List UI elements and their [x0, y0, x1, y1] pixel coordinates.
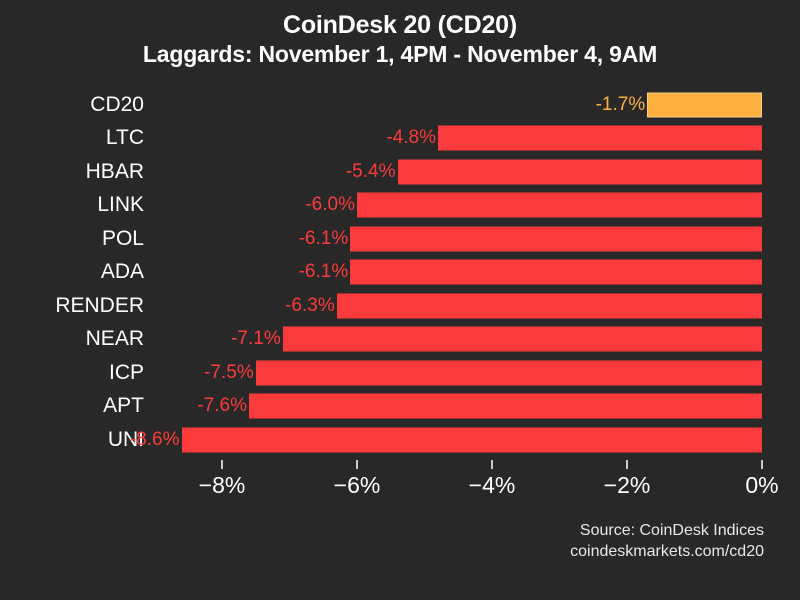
chart-footer: Source: CoinDesk Indices coindeskmarkets…: [570, 520, 764, 562]
category-label-ltc: LTC: [105, 126, 144, 150]
value-label-hbar: -5.4%: [345, 160, 396, 182]
bar-row: LTC -4.8%: [0, 122, 800, 156]
bar-apt[interactable]: [249, 393, 762, 419]
x-tick-label: −2%: [603, 472, 651, 498]
value-label-cd20: -1.7%: [595, 93, 646, 115]
category-label-ada: ADA: [100, 260, 144, 284]
bar-row: NEAR -7.1%: [0, 323, 800, 357]
bar-hbar[interactable]: [397, 159, 762, 185]
value-label-icp: -7.5%: [204, 361, 254, 383]
source-attribution: Source: CoinDesk Indices: [579, 522, 764, 539]
value-label-render: -6.3%: [285, 294, 335, 316]
bar-link[interactable]: [357, 192, 762, 218]
bar-row: APT -7.6%: [0, 390, 800, 424]
bar-near[interactable]: [282, 326, 762, 352]
bar-row: RENDER -6.3%: [0, 289, 800, 323]
chart-subtitle: Laggards: November 1, 4PM - November 4, …: [142, 41, 658, 67]
bar-ada[interactable]: [350, 259, 762, 285]
bar-row: ICP -7.5%: [0, 356, 800, 390]
plot-area: CD20 -1.7% LTC -4.8% HBAR -5.4% LINK -6.0% POL -6…: [0, 88, 800, 460]
bar-row: UNI -8.6%: [0, 423, 800, 457]
value-label-ada: -6.1%: [298, 261, 349, 283]
category-label-render: RENDER: [55, 293, 144, 317]
source-url: coindeskmarkets.com/cd20: [570, 543, 764, 560]
x-tick-label: −6%: [333, 472, 381, 498]
x-tick-label: 0%: [745, 472, 779, 498]
category-label-icp: ICP: [108, 360, 144, 384]
value-label-near: -7.1%: [231, 328, 281, 350]
value-label-pol: -6.1%: [298, 227, 349, 249]
value-label-uni: -8.6%: [129, 428, 180, 450]
bar-ltc[interactable]: [438, 125, 762, 151]
x-tick-mark: [491, 460, 493, 469]
page-title: CoinDesk 20 (CD20): [283, 11, 517, 39]
x-axis: −8% −6% −4% −2% 0%: [0, 460, 800, 510]
x-tick-label: −4%: [468, 472, 516, 498]
bar-cd20[interactable]: [647, 92, 762, 118]
x-tick-mark: [356, 460, 358, 469]
bar-render[interactable]: [336, 293, 762, 319]
category-label-near: NEAR: [85, 327, 144, 351]
bar-pol[interactable]: [350, 226, 762, 252]
value-label-apt: -7.6%: [197, 395, 247, 417]
x-tick-label: −8%: [198, 472, 246, 498]
chart-title-block: CoinDesk 20 (CD20) Laggards: November 1,…: [0, 10, 800, 69]
value-label-ltc: -4.8%: [386, 127, 436, 149]
x-tick-mark: [761, 460, 763, 469]
bar-row: POL -6.1%: [0, 222, 800, 256]
category-label-hbar: HBAR: [85, 159, 144, 183]
bar-row: ADA -6.1%: [0, 256, 800, 290]
bar-row: HBAR -5.4%: [0, 155, 800, 189]
bar-row: CD20 -1.7%: [0, 88, 800, 122]
category-label-apt: APT: [103, 394, 144, 418]
bar-icp[interactable]: [255, 360, 762, 386]
x-tick-mark: [626, 460, 628, 469]
category-label-pol: POL: [101, 226, 144, 250]
value-label-link: -6.0%: [305, 194, 355, 216]
category-label-uni: UNI: [107, 427, 144, 451]
category-label-cd20: CD20: [90, 92, 144, 116]
category-label-link: LINK: [97, 193, 144, 217]
x-tick-mark: [221, 460, 223, 469]
bar-row: LINK -6.0%: [0, 189, 800, 223]
bar-uni[interactable]: [181, 427, 762, 453]
